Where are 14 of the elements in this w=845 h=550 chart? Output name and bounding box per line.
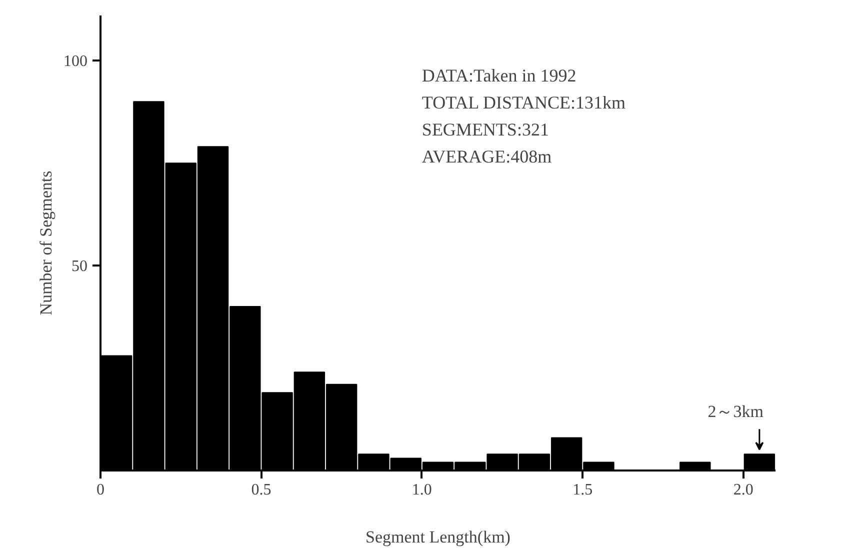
x-tick-label: 0.5 (251, 482, 272, 498)
annotation: DATA:Taken in 1992 (422, 66, 576, 86)
annotation: TOTAL DISTANCE:131km (422, 92, 626, 112)
annotation: SEGMENTS:321 (422, 120, 549, 140)
x-tick-label: 2.0 (733, 482, 754, 498)
annotation: AVERAGE:408m (422, 146, 552, 166)
x-tick-label: 1.0 (412, 482, 432, 498)
annotation: 2～3km (708, 402, 764, 421)
x-tick-label: 1.5 (572, 482, 593, 498)
y-tick-label: 50 (72, 258, 88, 276)
y-tick-label: 100 (64, 53, 88, 70)
x-axis-title: Segment Length(km) (366, 528, 510, 546)
x-tick-label: 0 (96, 482, 104, 498)
y-axis-title: Number of Segments (36, 170, 56, 316)
